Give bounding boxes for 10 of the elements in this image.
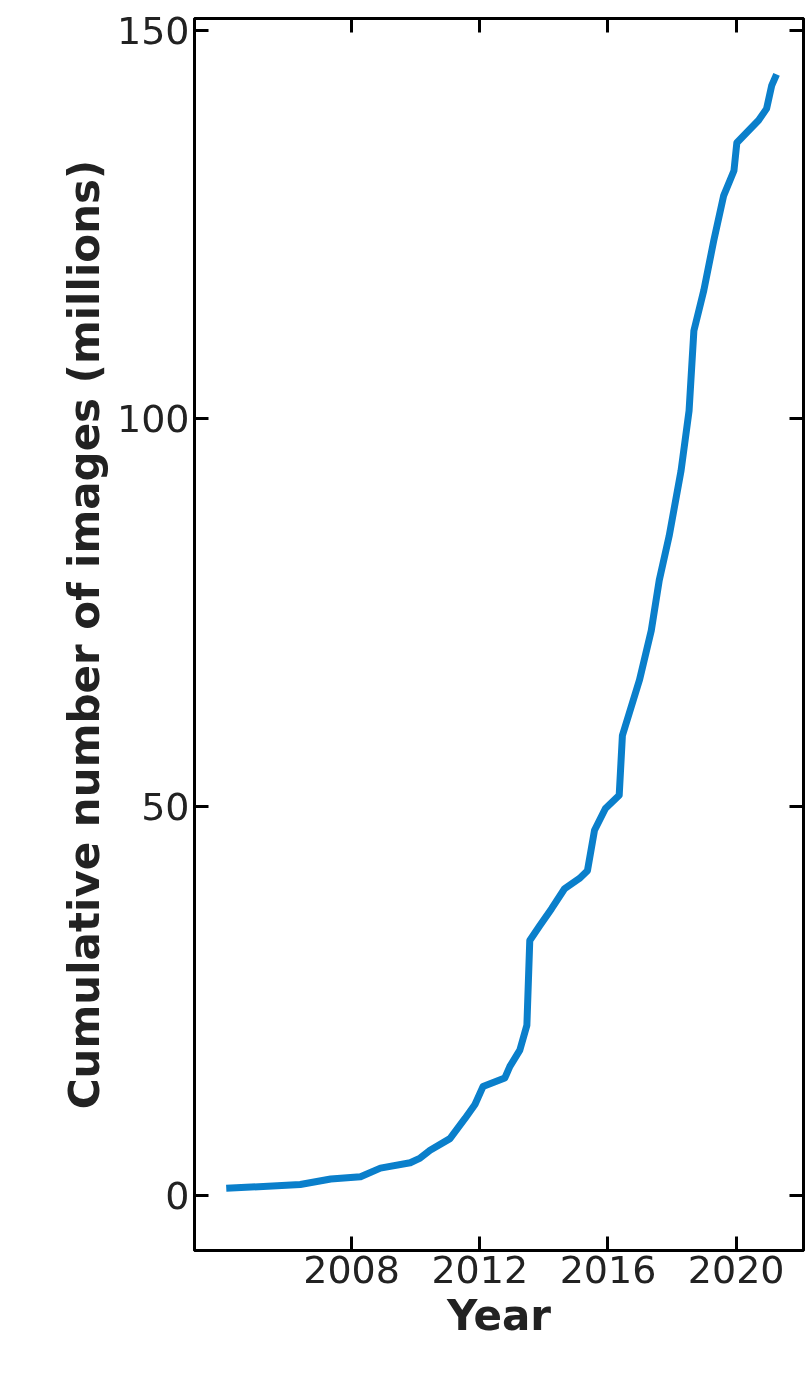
y-axis-title: Cumulative number of images (millions) xyxy=(59,159,109,1110)
x-axis-title: Year xyxy=(445,1290,552,1340)
y-tick-label: 100 xyxy=(116,397,190,442)
x-tick-label: 2020 xyxy=(687,1247,785,1292)
x-tick-label: 2012 xyxy=(431,1247,529,1292)
y-tick-label: 150 xyxy=(116,8,190,53)
y-tick-label: 50 xyxy=(141,785,190,830)
y-tick-label: 0 xyxy=(165,1173,190,1218)
x-tick-label: 2016 xyxy=(559,1247,657,1292)
x-tick-label: 2008 xyxy=(303,1247,400,1292)
